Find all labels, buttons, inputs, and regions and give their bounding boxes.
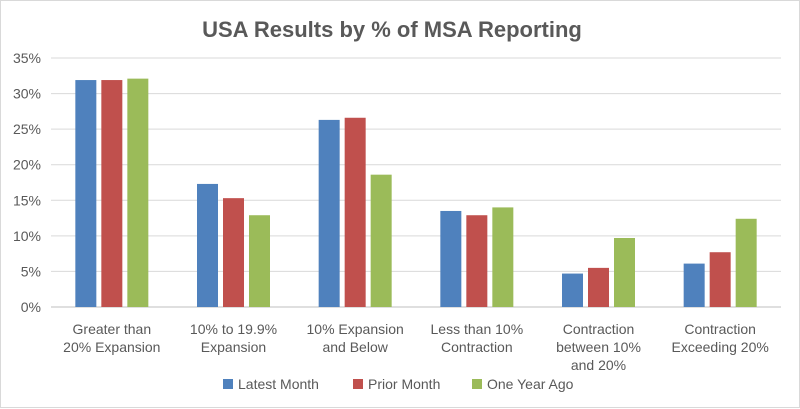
bar-prior-month [101, 80, 123, 307]
bar-one-year-ago [492, 207, 514, 307]
legend-label: Prior Month [368, 376, 440, 392]
bar-latest-month [318, 119, 340, 307]
bar-prior-month [709, 252, 731, 307]
bar-prior-month [588, 267, 609, 307]
legend: Latest Month Prior Month One Year Ago [223, 376, 574, 392]
x-axis: Greater than 20% Expansion 10% to 19.9% Exp… [63, 321, 769, 373]
legend-swatch [353, 379, 363, 389]
y-tick-label: 35% [13, 50, 41, 66]
bar-one-year-ago [614, 237, 635, 307]
y-tick-label: 15% [13, 192, 41, 208]
y-tick-label: 20% [13, 157, 41, 173]
bar-latest-month [75, 80, 97, 307]
bar-latest-month [683, 263, 705, 307]
bar-prior-month [223, 198, 244, 307]
y-tick-label: 25% [13, 121, 41, 137]
legend-swatch [223, 379, 233, 389]
bar-prior-month [344, 117, 366, 307]
y-tick-label: 10% [13, 228, 41, 244]
category-label: 10% Expansion and Below [307, 321, 404, 355]
gridlines [51, 57, 781, 308]
y-tick-label: 0% [21, 299, 41, 315]
legend-label: One Year Ago [487, 376, 574, 392]
category-label: 10% to 19.9% Expansion [190, 321, 277, 355]
y-tick-label: 30% [13, 86, 41, 102]
category-label: Greater than 20% Expansion [63, 321, 160, 355]
legend-label: Latest Month [238, 376, 319, 392]
bars [75, 78, 757, 307]
y-axis: 0% 5% 10% 15% 20% 25% 30% 35% [13, 50, 41, 315]
bar-one-year-ago [735, 218, 757, 307]
chart-title: USA Results by % of MSA Reporting [202, 17, 582, 42]
y-tick-label: 5% [21, 263, 41, 279]
category-label: Less than 10% Contraction [431, 321, 524, 355]
bar-one-year-ago [370, 174, 392, 307]
category-label: Contraction between 10% and 20% [556, 321, 641, 373]
legend-swatch [472, 379, 482, 389]
bar-latest-month [562, 273, 583, 307]
bar-one-year-ago [127, 78, 149, 307]
bar-prior-month [466, 215, 488, 307]
bar-latest-month [440, 210, 462, 307]
bar-latest-month [197, 183, 218, 307]
bar-one-year-ago [249, 215, 270, 307]
category-label: Contraction Exceeding 20% [672, 321, 769, 355]
